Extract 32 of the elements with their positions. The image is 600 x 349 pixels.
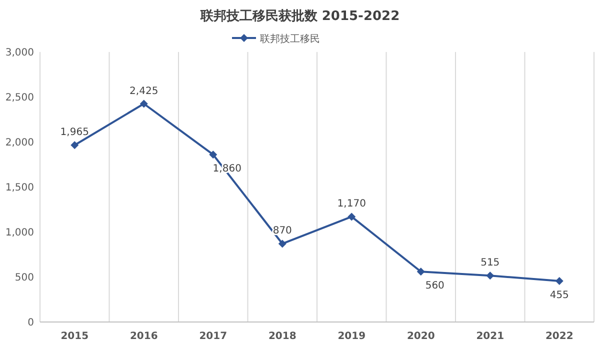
data-label: 1,170 xyxy=(337,198,366,210)
point xyxy=(278,240,286,248)
y-tick-label: 1,000 xyxy=(5,228,34,238)
x-tick-label: 2016 xyxy=(130,331,158,342)
chart-title: 联邦技工移民获批数 2015-2022 xyxy=(199,8,400,24)
data-label: 1,965 xyxy=(60,127,89,138)
y-tick-label: 2,500 xyxy=(5,92,34,104)
point xyxy=(486,272,494,280)
point xyxy=(140,100,148,108)
x-tick-label: 2019 xyxy=(338,331,366,342)
data-label: 455 xyxy=(550,290,569,302)
x-tick-label: 2017 xyxy=(199,331,228,342)
y-tick-label: 500 xyxy=(14,272,34,284)
y-tick-label: 2,000 xyxy=(5,138,34,148)
point xyxy=(209,150,218,159)
x-tick-label: 2021 xyxy=(476,331,504,342)
point xyxy=(555,277,564,286)
x-tick-label: 2020 xyxy=(406,331,435,342)
x-tick-label: 2022 xyxy=(545,331,574,342)
data-label: 2,425 xyxy=(130,86,158,97)
x-tick-label: 2015 xyxy=(60,331,89,342)
y-tick-label: 1,500 xyxy=(5,182,34,194)
y-tick-label: 3,000 xyxy=(5,48,34,58)
data-label: 560 xyxy=(425,280,444,292)
legend-label: 联邦技工移民 xyxy=(260,33,320,45)
point xyxy=(70,141,79,150)
x-tick-label: 2018 xyxy=(268,331,296,342)
point xyxy=(348,212,356,221)
point xyxy=(416,268,425,276)
data-label: 515 xyxy=(480,258,500,269)
data-label: 870 xyxy=(272,226,292,237)
y-tick-label: 0 xyxy=(28,318,34,328)
